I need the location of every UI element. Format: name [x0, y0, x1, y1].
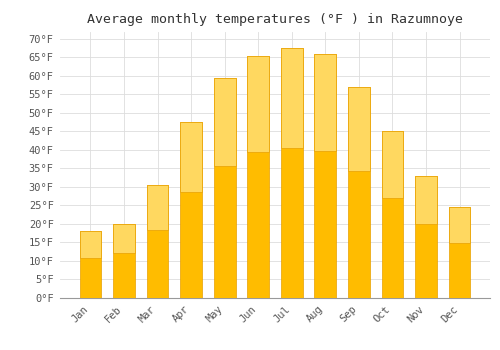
- Bar: [180, 122, 202, 298]
- Bar: [214, 78, 236, 298]
- Title: Average monthly temperatures (°F ) in Razumnoye: Average monthly temperatures (°F ) in Ra…: [87, 13, 463, 26]
- Bar: [348, 87, 370, 171]
- Bar: [382, 131, 404, 298]
- Bar: [214, 78, 236, 166]
- Bar: [80, 231, 102, 298]
- Bar: [382, 131, 404, 198]
- Bar: [348, 87, 370, 298]
- Bar: [314, 54, 336, 298]
- Bar: [448, 207, 470, 243]
- Bar: [415, 176, 437, 298]
- Bar: [80, 231, 102, 258]
- Bar: [281, 48, 302, 148]
- Bar: [448, 207, 470, 298]
- Bar: [146, 185, 169, 230]
- Bar: [146, 185, 169, 298]
- Bar: [113, 224, 135, 298]
- Bar: [314, 54, 336, 151]
- Bar: [415, 176, 437, 224]
- Bar: [113, 224, 135, 253]
- Bar: [248, 56, 269, 152]
- Bar: [180, 122, 202, 192]
- Bar: [248, 56, 269, 298]
- Bar: [281, 48, 302, 298]
